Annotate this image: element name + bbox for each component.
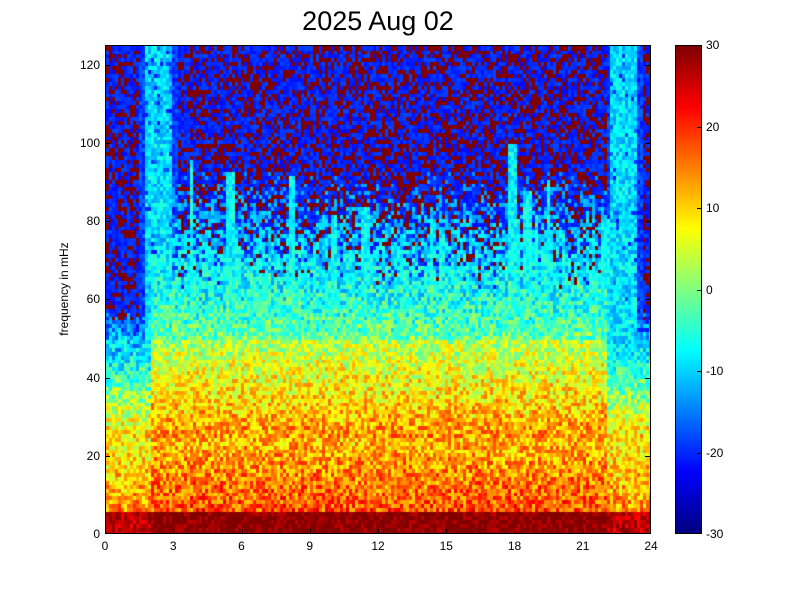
spectrogram-heatmap — [106, 46, 650, 533]
y-tick-mark — [105, 299, 110, 301]
colorbar-tick-label: -20 — [706, 445, 724, 460]
y-tick-label: 20 — [86, 448, 100, 463]
y-tick-mark — [105, 64, 110, 66]
x-tick-mark — [309, 529, 311, 534]
colorbar-tick-mark — [697, 533, 702, 534]
y-tick-mark-right — [645, 377, 650, 379]
x-tick-mark — [582, 529, 584, 534]
y-axis-label: frequency in mHz — [57, 242, 71, 336]
x-tick-mark — [105, 529, 106, 534]
colorbar-gradient — [676, 46, 701, 533]
y-tick-mark — [105, 455, 110, 457]
y-tick-mark — [105, 377, 110, 379]
x-tick-mark — [173, 529, 175, 534]
x-tick-mark — [650, 529, 651, 534]
y-tick-mark-right — [645, 299, 650, 301]
x-tick-label: 6 — [238, 539, 245, 553]
colorbar-tick-label: -10 — [706, 364, 724, 378]
x-tick-mark — [241, 529, 243, 534]
colorbar-tick-label: 20 — [706, 119, 720, 134]
y-tick-mark-right — [645, 142, 650, 144]
x-tick-label: 15 — [439, 539, 453, 553]
y-tick-label: 40 — [86, 370, 100, 385]
x-tick-label: 0 — [101, 539, 109, 553]
y-tick-mark-right — [645, 64, 650, 66]
y-tick-mark — [105, 221, 110, 223]
colorbar-tick-mark — [697, 452, 702, 454]
x-tick-label: 9 — [306, 539, 314, 553]
y-tick-label: 0 — [93, 527, 100, 541]
y-tick-label: 120 — [79, 57, 100, 72]
colorbar-tick-label: -30 — [706, 527, 724, 541]
y-tick-label: 60 — [86, 292, 100, 307]
colorbar-tick-mark — [697, 208, 702, 209]
colorbar-tick-label: 0 — [706, 282, 713, 297]
chart-title: 2025 Aug 02 — [302, 6, 454, 36]
colorbar-tick-label: 10 — [706, 201, 720, 215]
y-tick-mark — [105, 533, 110, 534]
y-tick-mark-right — [645, 533, 650, 534]
colorbar-tick-mark — [697, 126, 702, 128]
colorbar-tick-mark — [697, 289, 702, 291]
colorbar-tick-mark — [697, 45, 702, 46]
y-tick-label: 80 — [86, 214, 100, 229]
colorbar-tick-mark — [697, 371, 702, 372]
x-tick-label: 24 — [644, 539, 658, 553]
x-tick-mark — [514, 529, 516, 534]
x-tick-label: 21 — [576, 539, 590, 553]
spectrogram-plot-area — [105, 45, 651, 534]
y-tick-label: 100 — [79, 135, 100, 150]
x-tick-label: 18 — [507, 539, 522, 553]
y-tick-mark-right — [645, 455, 650, 457]
colorbar-tick-label: 30 — [706, 38, 720, 52]
x-tick-mark — [378, 529, 379, 534]
x-tick-label: 3 — [169, 539, 177, 553]
x-tick-mark — [446, 529, 448, 534]
y-tick-mark — [105, 142, 110, 144]
x-tick-label: 12 — [371, 539, 385, 553]
y-tick-mark-right — [645, 221, 650, 223]
